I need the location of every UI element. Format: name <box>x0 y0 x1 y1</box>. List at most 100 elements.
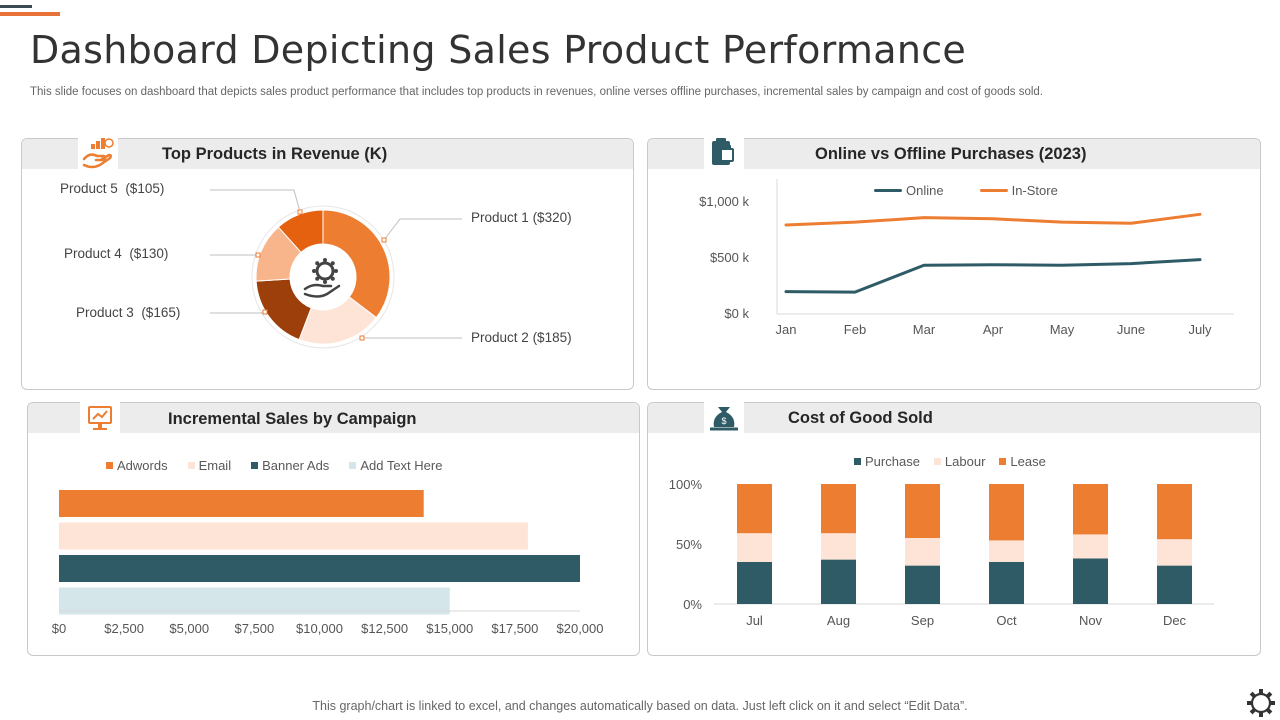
gear-tooth <box>334 269 338 273</box>
x-tick-label: $0 <box>52 621 66 636</box>
donut-leader-marker <box>262 309 268 315</box>
x-tick-label: Feb <box>844 322 866 337</box>
bar-segment-labour-nov <box>1073 534 1108 559</box>
x-tick-label: $17,500 <box>491 621 538 636</box>
x-tick-label: $12,500 <box>361 621 408 636</box>
series-line-online <box>784 258 1202 294</box>
legend-item-purchase: Purchase <box>854 454 920 469</box>
legend-label: In-Store <box>1011 183 1058 198</box>
gear-tooth <box>323 280 327 284</box>
legend-swatch-labour <box>933 458 941 465</box>
y-tick-label: 100% <box>669 477 703 492</box>
legend-item-in-store: In-Store <box>979 183 1058 198</box>
x-tick-label: $20,000 <box>557 621 604 636</box>
y-tick-label: $1,000 k <box>699 194 749 209</box>
y-tick-label: 50% <box>676 537 702 552</box>
cogs-panel-header <box>648 403 1260 433</box>
legend-item-labour: Labour <box>933 454 986 469</box>
donut-label-name: Product 4 <box>64 246 122 261</box>
accent-bar-dark <box>0 5 32 8</box>
x-tick-label: Sep <box>911 613 934 628</box>
x-tick-label: Jan <box>776 322 797 337</box>
online-panel-header <box>648 139 1260 169</box>
bar-segment-purchase-sep <box>905 565 940 604</box>
legend-swatch-online <box>874 189 902 192</box>
donut-label-name: Product 3 <box>76 305 134 320</box>
donut-label-name: Product 5 <box>60 181 118 196</box>
y-tick-label: 0% <box>683 597 702 612</box>
donut-label-value: ($130) <box>129 246 169 261</box>
gear-tooth <box>323 258 327 262</box>
y-tick-label: $0 k <box>724 306 749 321</box>
legend-swatch-lease <box>999 458 1007 465</box>
gear-tooth <box>315 276 320 281</box>
donut-label-name: Product 1 <box>471 210 529 225</box>
gear-ring <box>315 261 335 281</box>
donut-label-value: ($185) <box>532 330 572 345</box>
legend-label: Adwords <box>117 458 168 473</box>
legend-item-online: Online <box>874 183 944 198</box>
svg-text:$: $ <box>721 416 726 426</box>
legend-label: Email <box>198 458 232 473</box>
donut-label-value: ($165) <box>141 305 181 320</box>
bar-segment-labour-sep <box>905 538 940 566</box>
bar-email <box>59 522 528 550</box>
bar-segment-purchase-dec <box>1157 565 1192 604</box>
donut-center <box>290 244 356 310</box>
incremental-bar-chart: $0 $2,500 $5,000 $7,500 $10,000 $12,500 $15,00… <box>52 490 604 636</box>
online-panel: Online vs Offline Purchases (2023) Onlin… <box>647 135 1261 390</box>
campaign-monitor-icon <box>80 399 120 437</box>
bar-segment-lease-oct <box>989 484 1024 541</box>
bar-segment-purchase-jul <box>737 562 772 604</box>
incremental-legend: Adwords Email Banner Ads Add Text Here <box>106 458 442 473</box>
bar-segment-purchase-aug <box>821 559 856 604</box>
x-tick-label: $10,000 <box>296 621 343 636</box>
legend-item-add-text: Add Text Here <box>349 458 442 473</box>
legend-item-lease: Lease <box>999 454 1046 469</box>
money-bag-icon: $ <box>704 399 744 437</box>
x-tick-label: $15,000 <box>426 621 473 636</box>
legend-swatch-adwords <box>106 462 113 469</box>
gear-tooth <box>312 269 316 273</box>
footer-note: This graph/chart is linked to excel, and… <box>312 699 968 713</box>
legend-item-email: Email <box>187 458 232 473</box>
x-tick-label: July <box>1188 322 1212 337</box>
legend-swatch-add-text <box>349 462 357 469</box>
revenue-panel-title: Top Products in Revenue (K) <box>162 145 388 163</box>
legend-label: Lease <box>1010 454 1046 469</box>
legend-label: Add Text Here <box>360 458 443 473</box>
donut-leader-marker <box>297 209 303 215</box>
x-tick-label: $5,000 <box>169 621 209 636</box>
incremental-panel-header <box>28 403 639 433</box>
bar-segment-lease-aug <box>821 484 856 534</box>
donut-label-product-5: Product 5 ($105) <box>60 181 164 196</box>
revenue-donut-chart <box>210 189 462 349</box>
legend-swatch-email <box>187 462 195 469</box>
x-tick-label: $7,500 <box>234 621 274 636</box>
donut-leader-line <box>210 189 301 213</box>
cogs-stacked-bar-chart: 0% 50% 100% Jul Aug Sep Oct Nov Dec <box>669 477 1214 628</box>
revenue-panel-header <box>22 139 633 169</box>
hand-shape <box>303 283 341 298</box>
donut-gear-hand-icon <box>303 258 341 298</box>
donut-label-product-4: Product 4 ($130) <box>64 246 168 261</box>
legend-swatch-in-store <box>979 189 1008 192</box>
donut-leader-line <box>210 311 266 314</box>
donut-leader-line <box>383 218 462 241</box>
shopping-bag-icon <box>704 135 744 173</box>
legend-label: Labour <box>944 454 986 469</box>
bar-adwords <box>59 490 424 517</box>
donut-leader-marker <box>359 335 365 341</box>
x-tick-label: June <box>1117 322 1145 337</box>
settings-gear-icon[interactable] <box>1246 688 1276 718</box>
gear-tooth <box>330 276 335 281</box>
donut-leader-marker <box>381 237 387 243</box>
legend-swatch-banner-ads <box>251 462 259 469</box>
accent-bar-orange <box>0 12 60 16</box>
incremental-panel: Incremental Sales by Campaign Adwords Em… <box>27 399 640 656</box>
x-tick-label: Dec <box>1163 613 1187 628</box>
gear-tooth <box>330 261 335 266</box>
bar-segment-labour-jul <box>737 533 772 562</box>
x-tick-label: Jul <box>746 613 763 628</box>
x-tick-label: Mar <box>913 322 936 337</box>
